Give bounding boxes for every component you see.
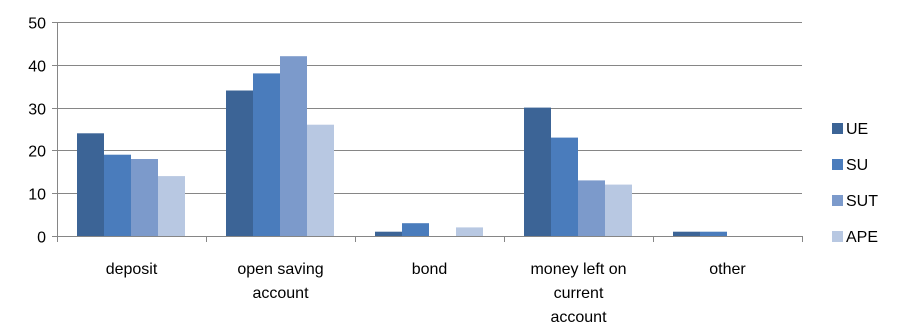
y-tick-label: 30	[28, 102, 46, 119]
y-tick-label: 10	[28, 187, 46, 204]
y-tick-label: 40	[28, 59, 46, 76]
bar-ape-3	[605, 184, 632, 236]
legend-swatch-ue	[832, 123, 843, 134]
x-category-label: open saving	[237, 261, 323, 278]
bar-sut-3	[578, 180, 605, 236]
bar-ape-0	[158, 176, 185, 236]
legend-label-sut: SUT	[846, 193, 878, 210]
legend-label-ue: UE	[846, 121, 868, 138]
bar-sut-0	[131, 159, 158, 236]
x-category-label: deposit	[106, 261, 158, 278]
bar-ue-1	[226, 90, 253, 236]
y-tick-label: 20	[28, 144, 46, 161]
bar-ape-1	[307, 124, 334, 236]
bar-su-3	[551, 137, 578, 236]
bar-su-0	[104, 154, 131, 236]
y-tick-label: 50	[28, 16, 46, 33]
bar-ape-2	[456, 227, 483, 236]
legend-label-su: SU	[846, 157, 868, 174]
x-category-label: money left on	[530, 261, 626, 278]
bar-ue-3	[524, 107, 551, 236]
y-tick-label: 0	[37, 230, 46, 247]
x-category-label: account	[252, 285, 309, 302]
bar-ue-2	[375, 231, 402, 236]
legend-swatch-su	[832, 159, 843, 170]
bar-su-2	[402, 223, 429, 236]
bar-ue-0	[77, 133, 104, 236]
x-category-label: current	[554, 285, 604, 302]
bar-sut-1	[280, 56, 307, 237]
x-category-label: other	[709, 261, 746, 278]
legend-swatch-sut	[832, 195, 843, 206]
x-category-label: bond	[412, 261, 448, 278]
bar-ue-4	[673, 231, 700, 236]
bar-su-1	[253, 73, 280, 237]
x-category-label: account	[550, 309, 607, 326]
legend-swatch-ape	[832, 231, 843, 242]
bar-su-4	[700, 231, 727, 236]
legend-label-ape: APE	[846, 229, 878, 246]
